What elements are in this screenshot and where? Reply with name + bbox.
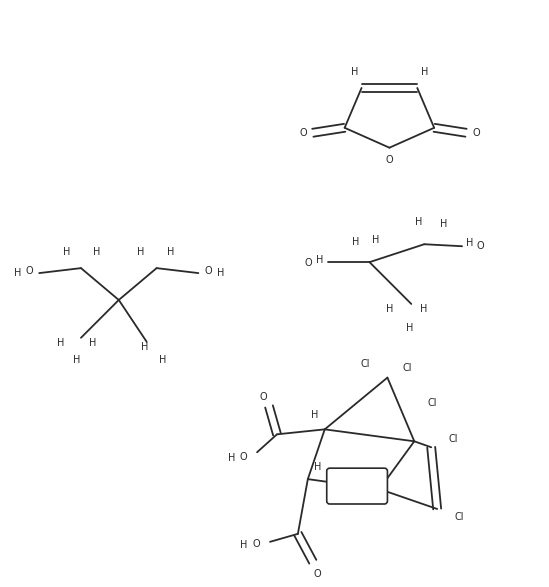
Text: O: O (314, 569, 322, 579)
Text: O: O (25, 266, 33, 276)
Text: H: H (311, 410, 318, 420)
Text: O: O (299, 128, 307, 138)
Text: Abs: Abs (346, 482, 367, 492)
Text: H: H (167, 247, 174, 257)
Text: H: H (74, 355, 81, 365)
Text: H: H (466, 238, 474, 248)
Text: O: O (253, 539, 260, 549)
Text: O: O (259, 392, 267, 402)
Text: O: O (239, 452, 247, 462)
FancyBboxPatch shape (327, 468, 388, 504)
Text: H: H (93, 247, 100, 257)
Text: H: H (351, 67, 358, 77)
Text: H: H (414, 217, 422, 227)
Text: H: H (386, 304, 393, 314)
Text: H: H (419, 304, 427, 314)
Text: Cl: Cl (428, 399, 437, 409)
Text: H: H (159, 355, 166, 365)
Text: H: H (421, 67, 428, 77)
Text: O: O (476, 241, 484, 251)
Text: H: H (217, 268, 224, 278)
Text: O: O (304, 258, 312, 268)
Text: H: H (141, 342, 148, 352)
Text: H: H (63, 247, 71, 257)
Text: H: H (316, 255, 323, 265)
Text: H: H (352, 237, 359, 247)
Text: Cl: Cl (449, 434, 458, 444)
Text: H: H (406, 323, 413, 333)
Text: H: H (227, 453, 235, 463)
Text: Cl: Cl (402, 363, 412, 373)
Text: H: H (14, 268, 21, 278)
Text: H: H (240, 540, 248, 550)
Text: H: H (372, 235, 379, 245)
Text: H: H (89, 338, 97, 348)
Text: H: H (137, 247, 144, 257)
Text: Cl: Cl (455, 512, 464, 522)
Text: H: H (58, 338, 65, 348)
Text: O: O (385, 154, 393, 164)
Text: Cl: Cl (361, 359, 370, 369)
Text: O: O (472, 128, 480, 138)
Text: H: H (314, 462, 322, 472)
Text: O: O (205, 266, 212, 276)
Text: H: H (440, 220, 448, 230)
